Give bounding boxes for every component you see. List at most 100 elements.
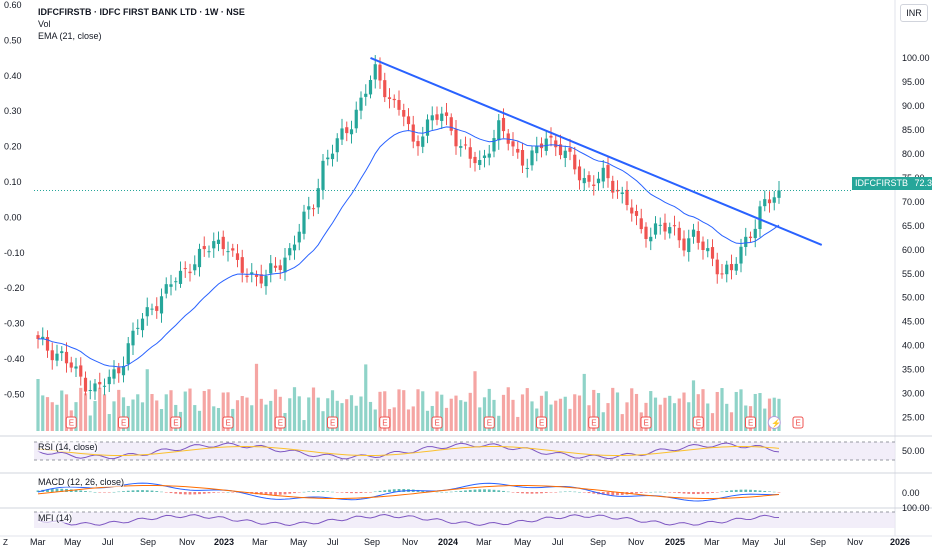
macd-axis-tick: 0.00 [902,488,920,498]
macd-histogram-bar [668,492,672,493]
candle-body [425,119,430,136]
candle-body [231,248,235,251]
time-axis-tick: Mar [252,537,268,547]
volume-bar [444,407,449,431]
volume-bar [212,406,216,431]
candle-body [359,97,363,111]
earnings-icon-glyph: E [696,419,701,428]
ema-indicator-label[interactable]: EMA (21, close) [38,31,102,41]
macd-histogram-bar [164,492,168,493]
price-axis-tick: 45.00 [902,317,925,327]
candle-body [188,271,192,274]
candle-body [292,244,297,251]
macd-histogram-bar [630,492,634,495]
left-axis-tick: -0.30 [4,319,25,329]
rsi-pane-label[interactable]: RSI (14, close) [38,442,98,452]
price-axis-tick: 55.00 [902,269,925,279]
macd-histogram-bar [193,492,197,495]
macd-histogram-bar [468,489,472,492]
macd-histogram-bar [88,491,92,493]
volume-bar [592,389,596,431]
volume-bar [340,403,344,431]
candle-body [193,264,197,271]
candle-body [169,284,173,287]
candle-body [36,335,40,339]
macd-histogram-bar [84,491,87,492]
volume-bar [269,400,273,431]
candle-body [207,251,211,253]
macd-histogram-bar [359,492,363,494]
candle-body [520,150,525,166]
macd-histogram-bar [93,491,97,493]
volume-indicator-label[interactable]: Vol [38,19,51,29]
macd-histogram-bar [734,489,738,492]
volume-bar [440,394,444,431]
earnings-icon [274,416,286,429]
volume-bar [216,407,221,431]
time-axis-tick: Jul [774,537,786,547]
candle-body [535,146,539,154]
candle-body [164,284,168,294]
macd-pane-label[interactable]: MACD (12, 26, close) [38,477,125,487]
time-axis-tick: Sep [810,537,826,547]
candle-body [269,263,273,274]
macd-histogram-bar [326,491,330,492]
macd-histogram-bar [383,490,387,492]
candle-body [88,390,92,392]
time-axis-tick: Nov [179,537,196,547]
rsi-band [34,442,895,460]
macd-histogram-bar [497,490,501,492]
volume-bar [193,405,197,431]
candle-body [511,141,515,147]
rsi-axis-tick: 50.00 [902,446,925,456]
macd-histogram-bar [506,491,510,493]
volume-bar [682,392,686,431]
macd-histogram-bar [212,492,216,493]
volume-bar [83,393,88,431]
candle-body [349,129,354,135]
volume-bar [121,397,126,431]
candle-body [706,248,710,252]
volume-bar [435,391,439,431]
macd-histogram-bar [226,491,230,493]
earnings-icon [483,416,495,429]
candle-body [121,366,126,376]
macd-signal-line [37,485,780,499]
price-axis-tick: 80.00 [902,149,925,159]
macd-histogram-bar [440,491,444,493]
volume-bar [378,391,382,431]
candle-body [672,225,677,227]
volume-bar [487,388,491,431]
candle-body [492,138,496,152]
volume-bar [544,391,548,431]
currency-button[interactable]: INR [900,4,928,22]
macd-histogram-bar [321,491,325,492]
macd-histogram-bar [145,490,149,492]
candle-body [734,263,738,271]
candle-body [174,281,178,283]
price-tag-symbol: IDFCFIRSTB [855,178,908,188]
macd-histogram-bar [544,492,548,493]
candle-body [772,197,776,203]
volume-bar [36,379,40,431]
mfi-pane-label[interactable]: MFI (14) [38,513,73,523]
candle-body [416,141,420,147]
candle-body [573,154,577,170]
candle-body [725,264,729,275]
volume-bar [573,394,577,431]
earnings-icon [118,416,129,429]
candle-body [497,120,501,141]
volume-bar [264,404,268,431]
volume-bar [321,411,325,431]
price-axis-tick: 70.00 [902,197,925,207]
volume-bar [634,393,639,431]
candle-body [544,138,548,151]
macd-histogram-bar [207,492,211,494]
candle-body [155,306,159,311]
macd-histogram-bar [174,492,178,494]
symbol-title[interactable]: IDFCFIRSTB · IDFC FIRST BANK LTD · 1W · … [38,7,245,17]
macd-histogram-bar [768,491,771,492]
volume-bar [60,390,64,431]
candle-body [487,153,491,158]
